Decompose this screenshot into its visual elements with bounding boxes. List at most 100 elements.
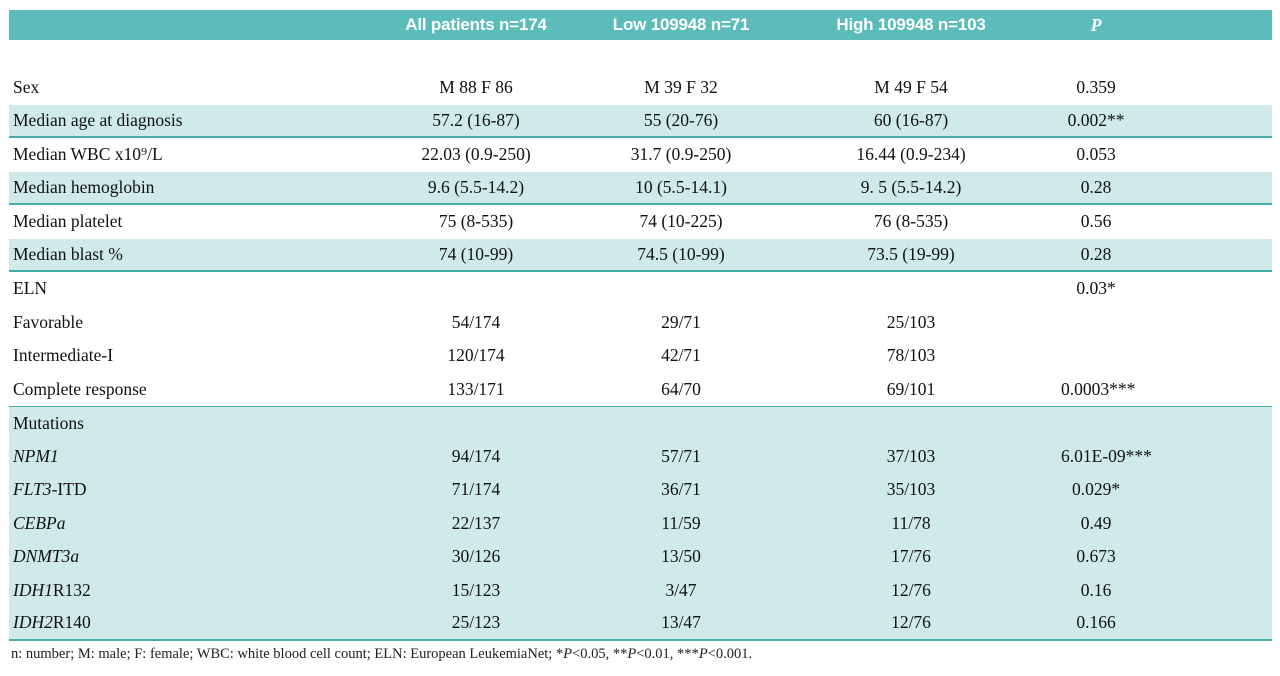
cell-low: M 39 F 32 bbox=[644, 77, 718, 98]
table-row: CEBPa 22/137 11/59 11/78 0.49 bbox=[9, 506, 1272, 540]
row-label: FLT3-ITD bbox=[13, 479, 87, 500]
row-label: Median hemoglobin bbox=[13, 176, 155, 197]
header-body-gap bbox=[9, 40, 1272, 71]
footnote: n: number; M: male; F: female; WBC: whit… bbox=[11, 645, 753, 662]
table-row: Sex M 88 F 86 M 39 F 32 M 49 F 54 0.359 bbox=[9, 71, 1272, 105]
cell-p-value: 0.03* bbox=[1076, 278, 1116, 299]
cell-high: 37/103 bbox=[886, 445, 936, 466]
cell-low: 13/47 bbox=[661, 612, 701, 633]
row-label: IDH2R140 bbox=[13, 612, 91, 633]
cell-low: 57/71 bbox=[661, 445, 701, 466]
table-row: ELN 0.03* bbox=[9, 272, 1272, 306]
cell-p-value: 0.56 bbox=[1080, 211, 1112, 232]
cell-high: 78/103 bbox=[886, 345, 936, 366]
cell-low: 55 (20-76) bbox=[643, 109, 719, 130]
column-header-p-value: P bbox=[1090, 14, 1102, 35]
table-row: NPM1 94/174 57/71 37/103 6.01E-09*** bbox=[9, 439, 1272, 473]
cell-all-patients: 22/137 bbox=[451, 512, 501, 533]
cell-high: M 49 F 54 bbox=[874, 77, 948, 98]
cell-p-value: 6.01E-09*** bbox=[1061, 445, 1152, 466]
cell-high: 17/76 bbox=[891, 546, 931, 567]
cell-p-value: 0.49 bbox=[1080, 512, 1112, 533]
row-label: Favorable bbox=[13, 311, 83, 332]
cell-all-patients: 94/174 bbox=[451, 445, 501, 466]
cell-all-patients: 74 (10-99) bbox=[438, 243, 514, 264]
table-row: Complete response 133/171 64/70 69/101 0… bbox=[9, 373, 1272, 407]
cell-p-value: 0.28 bbox=[1080, 243, 1112, 264]
cell-low: 11/59 bbox=[661, 512, 701, 533]
cell-all-patients: 57.2 (16-87) bbox=[432, 109, 520, 130]
row-label: IDH1R132 bbox=[13, 579, 91, 600]
table-header-row: All patients n=174 Low 109948 n=71 High … bbox=[9, 10, 1272, 40]
table-row: IDH2R140 25/123 13/47 12/76 0.166 bbox=[9, 607, 1272, 641]
cell-p-value: 0.16 bbox=[1080, 579, 1112, 600]
column-header-high: High 109948 n=103 bbox=[836, 15, 986, 34]
table-row: Median hemoglobin 9.6 (5.5-14.2) 10 (5.5… bbox=[9, 171, 1272, 205]
cell-low: 64/70 bbox=[661, 378, 701, 399]
table-body: Sex M 88 F 86 M 39 F 32 M 49 F 54 0.359 … bbox=[9, 71, 1272, 641]
cell-high: 73.5 (19-99) bbox=[867, 243, 955, 264]
column-header-low: Low 109948 n=71 bbox=[612, 15, 750, 34]
cell-p-value: 0.0003*** bbox=[1061, 378, 1136, 399]
cell-low: 31.7 (0.9-250) bbox=[630, 144, 732, 165]
cell-p-value: 0.166 bbox=[1076, 612, 1116, 633]
cell-low: 36/71 bbox=[661, 479, 701, 500]
cell-low: 3/47 bbox=[665, 579, 697, 600]
column-header-all-patients: All patients n=174 bbox=[405, 15, 547, 34]
cell-low: 13/50 bbox=[661, 546, 701, 567]
cell-low: 10 (5.5-14.1) bbox=[635, 176, 727, 197]
table-row: DNMT3a 30/126 13/50 17/76 0.673 bbox=[9, 540, 1272, 574]
cell-high: 25/103 bbox=[886, 311, 936, 332]
table-row: FLT3-ITD 71/174 36/71 35/103 0.029* bbox=[9, 473, 1272, 507]
table-row: Intermediate-I 120/174 42/71 78/103 bbox=[9, 339, 1272, 373]
cell-high: 60 (16-87) bbox=[873, 109, 949, 130]
cell-low: 74.5 (10-99) bbox=[637, 243, 725, 264]
row-label: Median WBC x10⁹/L bbox=[13, 144, 163, 165]
row-label: CEBPa bbox=[13, 512, 66, 533]
cell-high: 11/78 bbox=[891, 512, 931, 533]
table-row: Mutations bbox=[9, 406, 1272, 440]
cell-all-patients: 25/123 bbox=[451, 612, 501, 633]
cell-p-value: 0.002** bbox=[1067, 109, 1125, 130]
cell-low: 42/71 bbox=[661, 345, 701, 366]
cell-all-patients: 30/126 bbox=[451, 546, 501, 567]
row-label: Median blast % bbox=[13, 243, 123, 264]
cell-high: 12/76 bbox=[891, 612, 931, 633]
table-row: Median platelet 75 (8-535) 74 (10-225) 7… bbox=[9, 205, 1272, 239]
row-label: Median platelet bbox=[13, 211, 123, 232]
row-label: ELN bbox=[13, 278, 48, 299]
cell-all-patients: 75 (8-535) bbox=[438, 211, 514, 232]
cell-high: 16.44 (0.9-234) bbox=[856, 144, 966, 165]
row-label: NPM1 bbox=[13, 445, 59, 466]
cell-all-patients: M 88 F 86 bbox=[439, 77, 513, 98]
cell-high: 12/76 bbox=[891, 579, 931, 600]
cell-p-value: 0.359 bbox=[1076, 77, 1116, 98]
row-label: Sex bbox=[13, 77, 40, 98]
cell-p-value: 0.029* bbox=[1071, 479, 1121, 500]
cell-p-value: 0.053 bbox=[1076, 144, 1116, 165]
table-row: Favorable 54/174 29/71 25/103 bbox=[9, 306, 1272, 340]
cell-low: 29/71 bbox=[661, 311, 701, 332]
table-row: IDH1R132 15/123 3/47 12/76 0.16 bbox=[9, 573, 1272, 607]
row-label: Complete response bbox=[13, 378, 147, 399]
cell-all-patients: 120/174 bbox=[447, 345, 505, 366]
cell-high: 69/101 bbox=[886, 378, 936, 399]
row-label: DNMT3a bbox=[13, 546, 80, 567]
cell-all-patients: 54/174 bbox=[451, 311, 501, 332]
cell-low: 74 (10-225) bbox=[639, 211, 723, 232]
cell-high: 76 (8-535) bbox=[873, 211, 949, 232]
row-label: Mutations bbox=[13, 412, 84, 433]
table-row: Median age at diagnosis 57.2 (16-87) 55 … bbox=[9, 104, 1272, 138]
row-label: Median age at diagnosis bbox=[13, 109, 183, 130]
cell-all-patients: 71/174 bbox=[451, 479, 501, 500]
cell-all-patients: 15/123 bbox=[451, 579, 501, 600]
cell-all-patients: 133/171 bbox=[447, 378, 505, 399]
cell-all-patients: 22.03 (0.9-250) bbox=[421, 144, 531, 165]
cell-p-value: 0.28 bbox=[1080, 176, 1112, 197]
cell-p-value: 0.673 bbox=[1076, 546, 1116, 567]
table-row: Median WBC x10⁹/L 22.03 (0.9-250) 31.7 (… bbox=[9, 138, 1272, 172]
table-row: Median blast % 74 (10-99) 74.5 (10-99) 7… bbox=[9, 238, 1272, 272]
cell-high: 35/103 bbox=[886, 479, 936, 500]
cell-all-patients: 9.6 (5.5-14.2) bbox=[427, 176, 525, 197]
